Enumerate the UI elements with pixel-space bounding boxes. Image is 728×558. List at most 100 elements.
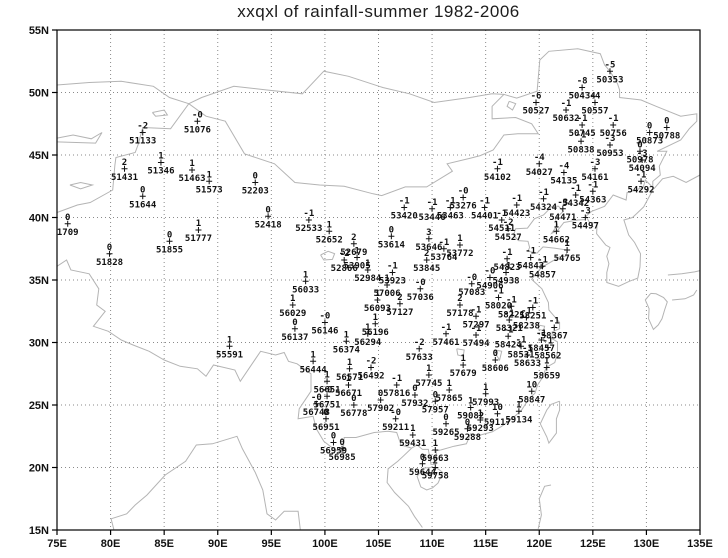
station-value: -2 [339, 249, 350, 259]
station-marker-icon [663, 124, 670, 131]
station-marker-icon [606, 68, 613, 75]
station-marker-icon [564, 247, 571, 253]
station-marker-icon [610, 122, 617, 128]
station-id: 56093 [364, 304, 391, 314]
outline-lake-taihu [537, 324, 546, 332]
station-id: 56951 [312, 423, 339, 433]
station-value: -1 [511, 194, 522, 204]
station: 0 56137 [281, 318, 308, 343]
station-id: 58221 [498, 310, 525, 320]
station-marker-icon [324, 393, 331, 400]
station-value: -6 [531, 92, 542, 102]
station-id: 58457 [528, 344, 555, 354]
station: -1 54324 [530, 188, 558, 213]
outline-china-southwest-border [56, 259, 412, 454]
station-value: 0 [465, 418, 470, 428]
station: 0 51644 [129, 185, 157, 210]
station-value: -0 [466, 273, 477, 283]
station: -1 58020 [485, 287, 512, 312]
station-marker-icon [506, 317, 513, 323]
station-marker-icon [194, 118, 201, 125]
station-marker-icon [324, 378, 331, 385]
outline-kazakh-russia-border [56, 80, 189, 105]
station-marker-icon [157, 159, 164, 166]
station-value: 1 [483, 383, 488, 393]
station: 1 52652 [316, 220, 343, 245]
station-marker-icon [473, 332, 480, 338]
station: -2 51133 [129, 122, 156, 147]
station: -2 56492 [357, 357, 384, 382]
station: 0 52418 [255, 205, 282, 230]
station: 2 51431 [111, 158, 138, 183]
station-value: -2 [137, 122, 148, 132]
station-id: 50838 [567, 145, 594, 155]
station: -1 54938 [492, 262, 519, 287]
station-value: -1 [570, 184, 581, 194]
station-id: 58562 [534, 352, 561, 362]
y-tick-label: 30N [29, 338, 49, 350]
station-value: 1 [324, 370, 329, 380]
station: -0 51076 [184, 110, 211, 135]
station-value: 0 [167, 230, 172, 240]
station-id: 53463 [437, 212, 464, 222]
station-marker-icon [443, 330, 450, 337]
station-marker-icon [528, 388, 535, 395]
station-marker-icon [195, 227, 202, 233]
station-id: 53446 [419, 213, 446, 223]
station: -1 54363 [579, 180, 606, 205]
x-tick-label: 85E [154, 538, 174, 550]
station-value: -3 [605, 134, 616, 144]
station-marker-icon [527, 254, 534, 261]
station-value: -1 [441, 323, 452, 333]
station-value: 1 [373, 313, 378, 323]
station-marker-icon [503, 269, 510, 276]
station: -1 53923 [379, 262, 406, 287]
station-value: 2 [457, 294, 462, 304]
station-value: -1 [496, 209, 507, 219]
station-marker-icon [425, 372, 432, 378]
station: 0 56985 [329, 438, 356, 463]
station: 0 57902 [367, 389, 394, 414]
station-value: 0 [433, 390, 438, 400]
station-marker-icon [364, 330, 371, 337]
station: 0 1709 [57, 213, 79, 238]
station-id: 1709 [57, 228, 79, 238]
station-marker-icon [417, 285, 424, 292]
station-value: 10 [526, 380, 537, 390]
station-id: 57083 [458, 288, 485, 298]
station: 1 58659 [533, 357, 560, 382]
station: 0 56778 [340, 394, 367, 419]
station-value: 1 [433, 439, 438, 449]
station-marker-icon [339, 445, 346, 452]
station-marker-icon [409, 432, 416, 438]
station-marker-icon [432, 398, 439, 405]
station-value: 0 [265, 205, 270, 215]
station-marker-icon [322, 415, 329, 422]
station: -1 58367 [541, 317, 568, 342]
station-id: 56492 [357, 372, 384, 382]
station: 1 54765 [554, 239, 581, 264]
station-id: 54938 [492, 277, 519, 287]
station-value: -1 [536, 329, 547, 339]
station-value: -0 [192, 110, 203, 120]
station-value: 1 [478, 409, 483, 419]
station-marker-icon [289, 302, 296, 308]
station: -2 54527 [495, 218, 522, 243]
station-marker-icon [494, 165, 501, 172]
station: 0 52203 [242, 172, 269, 197]
station-id: 50557 [581, 107, 608, 117]
station-id: 56137 [281, 333, 308, 343]
station: 1 59134 [505, 400, 533, 425]
station: 0 56951 [312, 408, 339, 433]
station-marker-icon [538, 337, 545, 343]
station: 2 57127 [386, 293, 413, 318]
station-marker-icon [467, 404, 474, 411]
station-id: 58020 [485, 302, 512, 312]
station: 1 57745 [415, 364, 442, 389]
station-id: 59663 [422, 454, 449, 464]
outline-lake-issyk-kul [69, 181, 95, 190]
station: -3 54094 [629, 149, 657, 174]
